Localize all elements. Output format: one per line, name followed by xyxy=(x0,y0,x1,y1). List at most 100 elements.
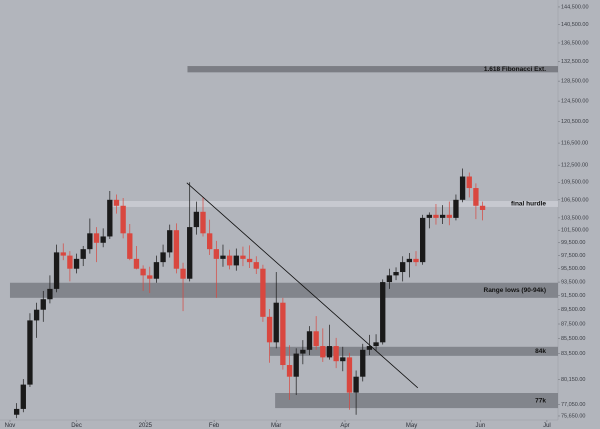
candle-body xyxy=(246,258,253,263)
x-tick-label: Mar xyxy=(271,423,281,429)
candle-body xyxy=(193,211,200,228)
candle-body xyxy=(173,230,180,269)
candle-body xyxy=(340,357,346,362)
candle-body xyxy=(400,262,406,273)
candle-body xyxy=(187,227,193,279)
candle-body xyxy=(479,205,486,210)
candle-body xyxy=(439,214,446,218)
zone-band xyxy=(269,346,558,356)
y-tick-label: 136,500.00 xyxy=(561,40,589,46)
candle-body xyxy=(213,249,219,259)
y-tick-label: 128,500.00 xyxy=(561,79,589,85)
zone-band xyxy=(109,200,559,207)
candle-body xyxy=(386,275,393,283)
candle-body xyxy=(120,205,126,234)
candle-body xyxy=(313,331,319,347)
candle-body xyxy=(47,288,53,300)
candle-body xyxy=(113,199,120,206)
candle-body xyxy=(127,233,133,259)
candle-body xyxy=(406,258,413,263)
candle-body xyxy=(33,309,40,321)
y-tick-label: 120,500.00 xyxy=(561,119,589,125)
candle-body xyxy=(453,199,459,218)
zone-label: 84k xyxy=(535,348,546,355)
candle-body xyxy=(273,302,279,343)
zone-label: 1.618 Fibonacci Ext. xyxy=(484,66,546,73)
y-tick-label: 109,500.00 xyxy=(561,180,589,186)
candle-body xyxy=(373,342,379,347)
y-tick-label: 89,500.00 xyxy=(561,307,585,313)
x-tick-label: Jun xyxy=(476,423,486,429)
candle-body xyxy=(160,252,166,263)
candle-body xyxy=(266,316,273,343)
candle-body xyxy=(473,188,479,206)
candle-body xyxy=(107,199,113,237)
x-tick-label: Apr xyxy=(340,423,349,429)
y-tick-label: 95,500.00 xyxy=(561,266,585,272)
candle-body xyxy=(426,214,432,218)
candle-body xyxy=(353,376,359,393)
x-tick-label: May xyxy=(406,423,417,429)
y-tick-label: 116,500.00 xyxy=(561,141,588,147)
y-tick-label: 99,500.00 xyxy=(561,240,585,246)
x-tick-label: Nov xyxy=(5,423,16,429)
y-tick-label: 83,500.00 xyxy=(561,351,585,357)
zone-band xyxy=(9,282,559,298)
candle-body xyxy=(346,357,353,393)
candle-body xyxy=(87,233,93,250)
candle-body xyxy=(333,346,339,362)
candle-body xyxy=(53,252,60,289)
candles xyxy=(13,168,486,419)
candle-body xyxy=(306,331,313,350)
candle-body xyxy=(13,408,20,415)
x-tick-label: 2025 xyxy=(139,423,153,429)
candle-body xyxy=(140,268,146,276)
candle-body xyxy=(253,262,259,269)
zone-label: 77k xyxy=(535,397,546,404)
y-tick-label: 112,500.00 xyxy=(561,163,588,169)
candle-body xyxy=(433,214,439,218)
y-tick-label: 93,500.00 xyxy=(561,280,585,286)
y-tick-label: 75,650.00 xyxy=(561,413,585,419)
y-tick-label: 87,500.00 xyxy=(561,321,585,327)
x-tick-label: Feb xyxy=(209,423,220,429)
candle-body xyxy=(93,233,100,243)
zone-label: Range lows (90-94k) xyxy=(484,287,547,294)
y-tick-label: 106,500.00 xyxy=(561,197,589,203)
y-tick-label: 85,500.00 xyxy=(561,336,585,342)
candle-body xyxy=(260,268,266,317)
candle-body xyxy=(419,217,426,263)
candle-body xyxy=(27,320,33,385)
candle-body xyxy=(393,272,399,276)
y-tick-label: 80,150.00 xyxy=(561,377,585,383)
y-tick-label: 132,500.00 xyxy=(561,59,589,65)
candle-body xyxy=(459,176,466,200)
x-tick-label: Jul xyxy=(543,423,551,429)
candle-body xyxy=(446,214,452,218)
candle-body xyxy=(200,211,206,234)
candle-body xyxy=(326,346,333,358)
y-tick-label: 97,500.00 xyxy=(561,253,585,259)
candle-body xyxy=(220,255,226,259)
candle-body xyxy=(20,384,26,409)
candle-body xyxy=(167,230,173,253)
candle-body xyxy=(466,176,472,189)
y-tick-label: 103,500.00 xyxy=(561,215,589,221)
candle-body xyxy=(240,255,246,259)
candle-body xyxy=(233,255,239,266)
candle-body xyxy=(380,282,386,343)
zone-band xyxy=(187,66,558,73)
candle-body xyxy=(293,353,299,377)
y-tick-label: 101,500.00 xyxy=(561,228,589,234)
candle-body xyxy=(300,349,306,354)
candle-body xyxy=(133,258,140,269)
y-tick-label: 144,500.00 xyxy=(561,4,589,10)
x-tick-label: Dec xyxy=(71,423,82,429)
candle-body xyxy=(286,365,293,377)
axes: 144,500.00 140,500.00 136,500.00 132,500.00… xyxy=(5,4,589,429)
candle-body xyxy=(320,346,326,358)
candle-body xyxy=(73,258,80,269)
candle-body xyxy=(226,255,233,266)
y-tick-label: 91,500.00 xyxy=(561,293,585,299)
